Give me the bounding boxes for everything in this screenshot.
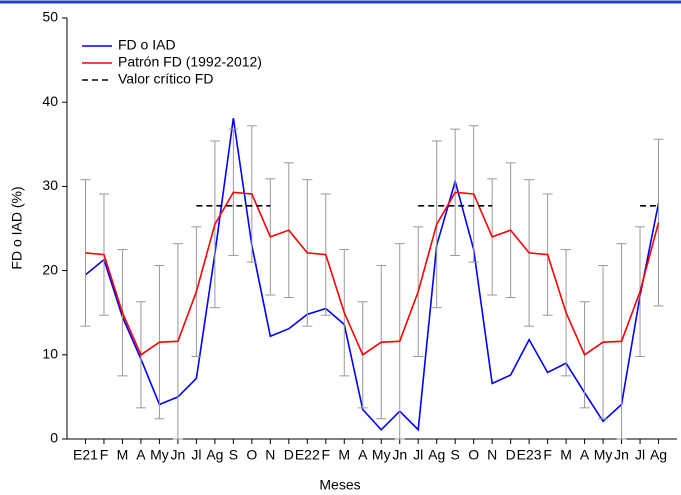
x-tick-label: A (136, 447, 146, 463)
legend-label: Patrón FD (1992-2012) (118, 54, 262, 70)
y-tick-label: 50 (42, 9, 58, 25)
x-tick-label: Ag (206, 447, 223, 463)
x-tick-label: Ag (428, 447, 445, 463)
x-tick-label: O (246, 447, 257, 463)
x-tick-label: Jn (614, 447, 629, 463)
series-line (85, 191, 660, 357)
x-tick-label: S (451, 447, 460, 463)
y-tick-label: 40 (42, 93, 58, 109)
x-tick-label: My (594, 447, 613, 463)
x-tick-label: Jn (171, 447, 186, 463)
x-tick-label: Jl (413, 447, 423, 463)
x-tick-label: M (338, 447, 350, 463)
x-tick-label: N (487, 447, 497, 463)
y-tick-label: 10 (42, 346, 58, 362)
x-tick-label: E23 (517, 447, 542, 463)
x-tick-label: O (468, 447, 479, 463)
x-tick-label: Jn (392, 447, 407, 463)
x-tick-label: A (580, 447, 590, 463)
x-tick-label: E22 (295, 447, 320, 463)
x-tick-label: D (506, 447, 516, 463)
x-tick-label: Jl (191, 447, 201, 463)
x-tick-label: D (284, 447, 294, 463)
y-axis-label: FD o IAD (%) (9, 186, 25, 269)
x-tick-label: A (358, 447, 368, 463)
y-tick-label: 0 (50, 430, 58, 446)
x-axis-label: Meses (319, 477, 360, 493)
x-tick-label: F (322, 447, 331, 463)
legend-label: FD o IAD (118, 37, 176, 53)
x-tick-label: M (560, 447, 572, 463)
x-tick-label: M (117, 447, 129, 463)
x-tick-label: Ag (650, 447, 667, 463)
series-line (84, 118, 660, 432)
x-tick-label: Jl (635, 447, 645, 463)
x-tick-label: F (543, 447, 552, 463)
x-tick-label: N (265, 447, 275, 463)
x-tick-label: My (372, 447, 391, 463)
x-tick-label: F (100, 447, 109, 463)
x-tick-label: My (150, 447, 169, 463)
x-tick-label: E21 (73, 447, 98, 463)
legend-label: Valor crítico FD (118, 71, 213, 87)
x-tick-label: S (229, 447, 238, 463)
y-tick-label: 30 (42, 177, 58, 193)
y-tick-label: 20 (42, 261, 58, 277)
